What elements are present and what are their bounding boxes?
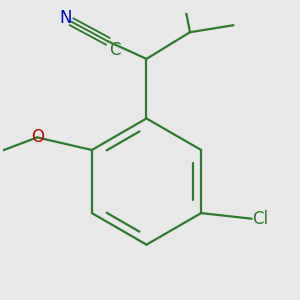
Text: O: O (31, 128, 44, 146)
Text: Cl: Cl (252, 210, 268, 228)
Text: C: C (109, 41, 121, 59)
Text: N: N (60, 9, 72, 27)
